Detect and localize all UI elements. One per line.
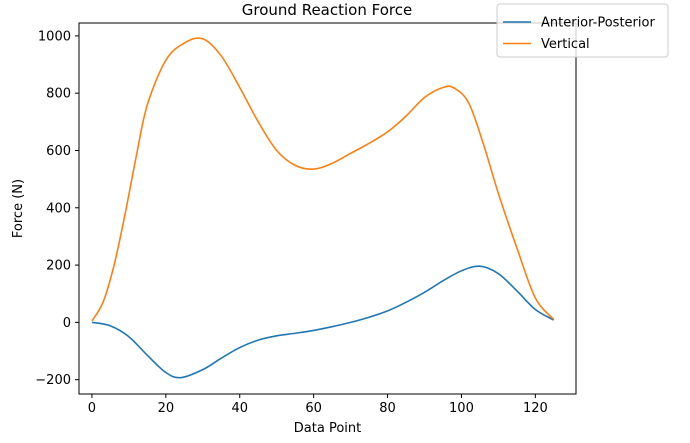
x-tick-label: 40 [231,401,248,416]
axes-frame [78,22,577,395]
series-line-anterior-posterior [91,265,555,379]
y-tick-label: 600 [46,144,71,159]
x-axis: 0 20 40 60 80 100 120 [88,394,548,416]
series-layer [91,37,555,379]
y-tick-label: 0 [63,316,71,331]
x-tick-label: 120 [523,401,548,416]
x-tick-label: 80 [379,401,396,416]
x-tick-label: 20 [158,401,175,416]
legend-label-vertical: Vertical [541,37,590,52]
x-tick-label: 100 [449,401,474,416]
x-axis-label: Data Point [294,421,361,436]
y-tick-label: 800 [46,87,71,102]
legend: Anterior-Posterior Vertical [496,3,669,58]
plot-area: 0 20 40 60 80 100 120 −200 0 200 400 600 800 1000 [35,22,577,416]
chart-title: Ground Reaction Force [242,1,412,19]
y-tick-label: 400 [46,201,71,216]
y-axis: −200 0 200 400 600 800 1000 [35,29,79,388]
legend-frame [496,3,669,58]
y-axis-label: Force (N) [11,179,26,238]
x-tick-label: 0 [88,401,96,416]
legend-label-anterior-posterior: Anterior-Posterior [541,16,655,31]
y-tick-label: 200 [46,259,71,274]
y-tick-label: −200 [35,373,71,388]
y-tick-label: 1000 [38,29,71,44]
x-tick-label: 60 [305,401,322,416]
series-line-vertical [91,37,555,322]
